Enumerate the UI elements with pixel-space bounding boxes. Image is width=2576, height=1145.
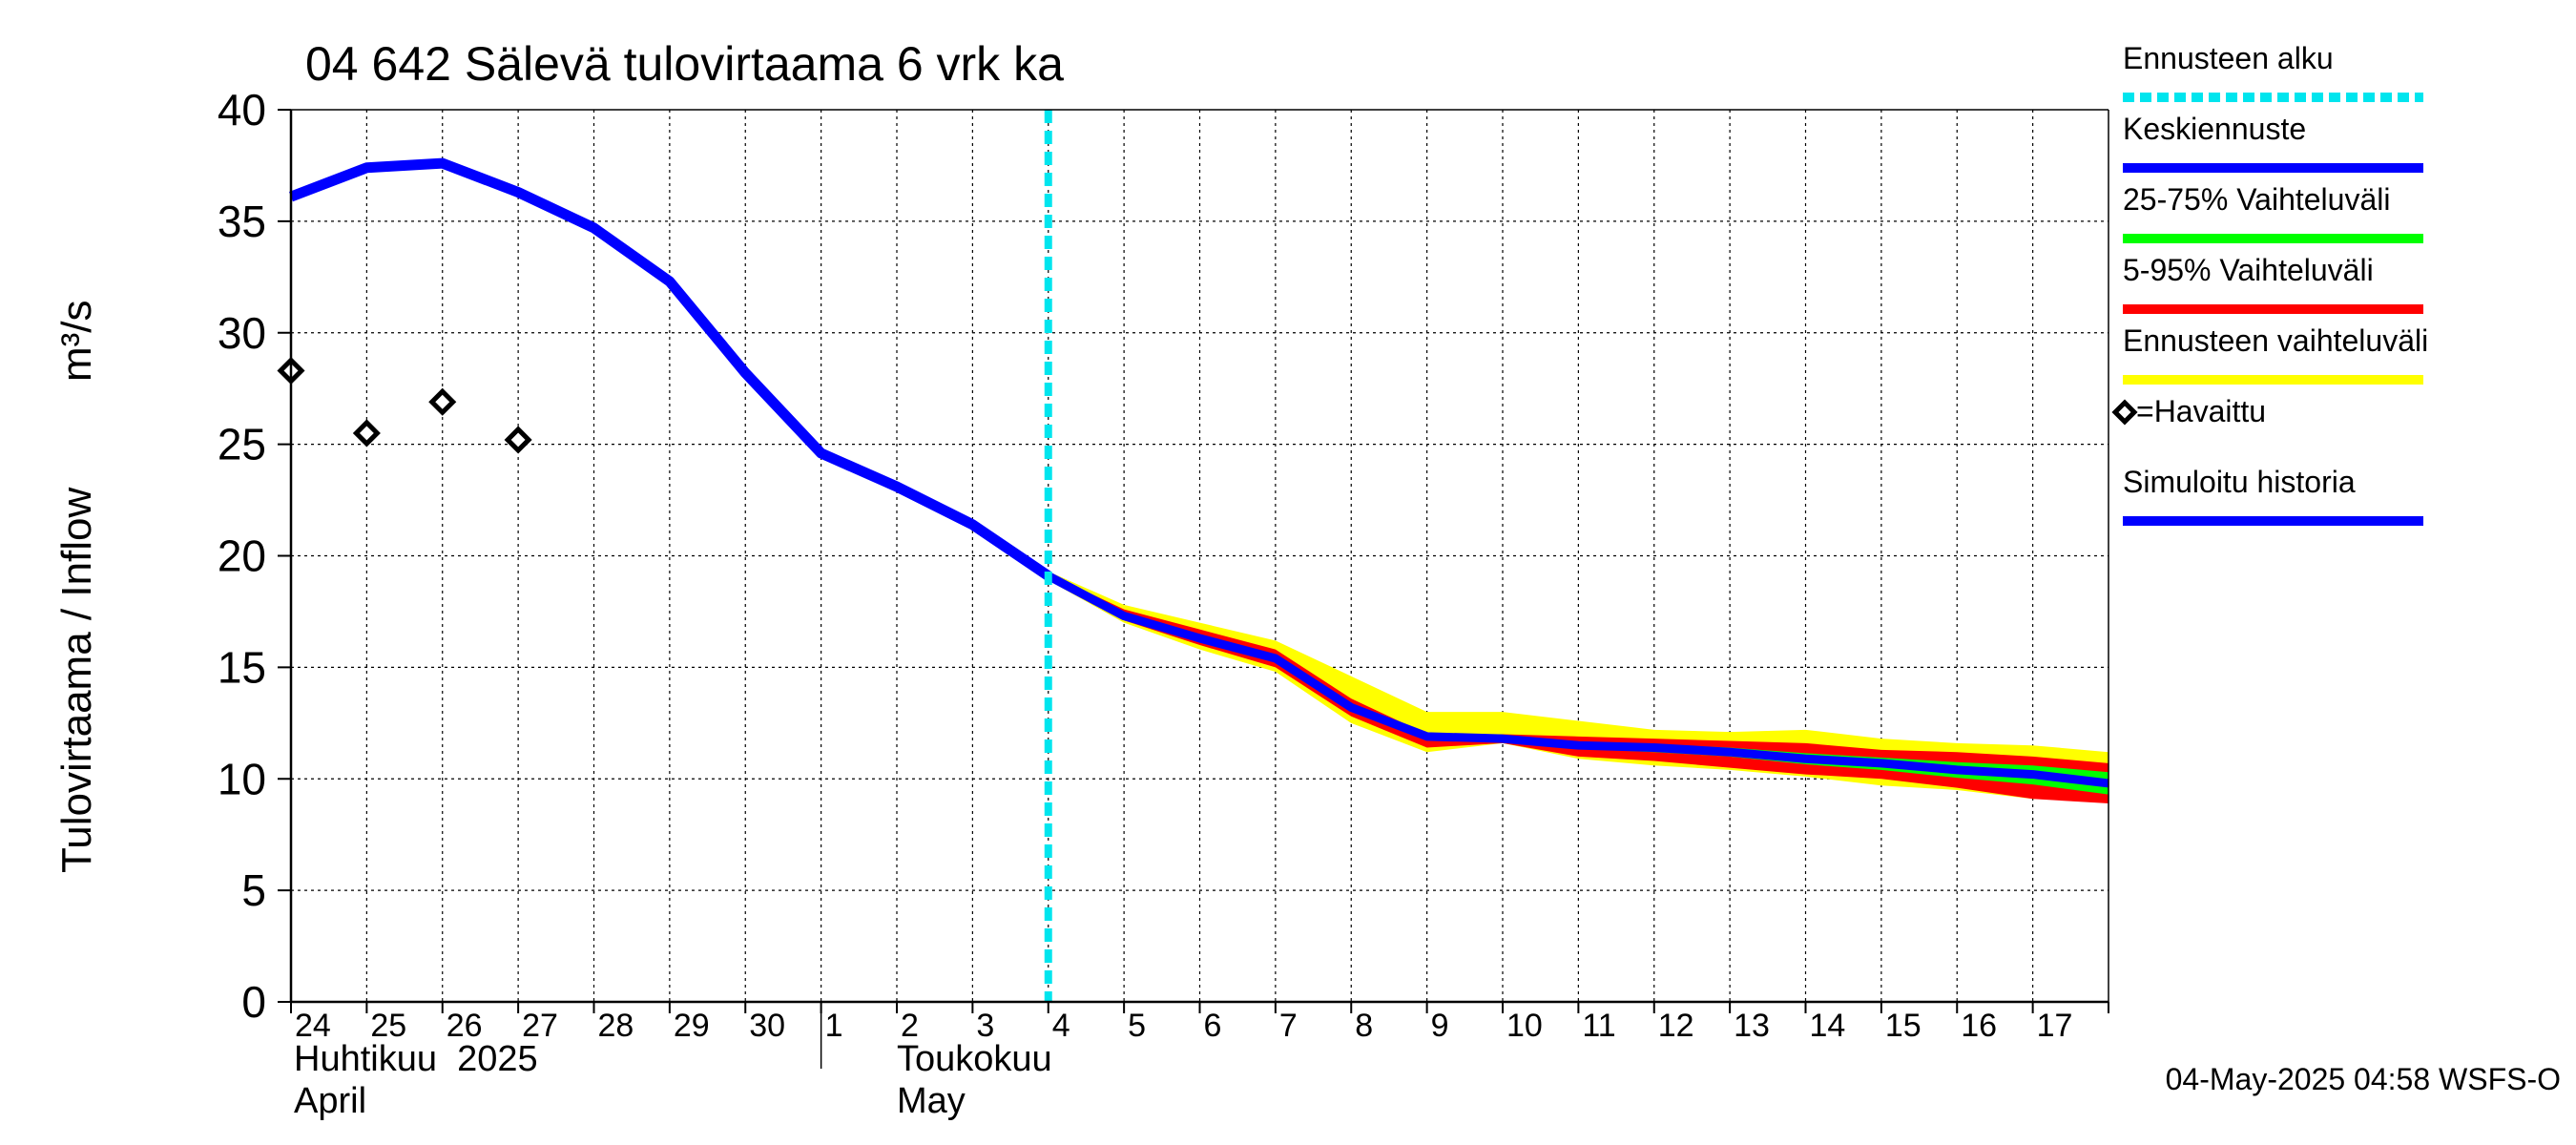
footer-timestamp: 04-May-2025 04:58 WSFS-O [2166, 1062, 2561, 1096]
x-tick-label: 16 [1961, 1008, 1997, 1044]
chart-title: 04 642 Sälevä tulovirtaama 6 vrk ka [305, 37, 1064, 91]
legend-label-5-95-vaihteluv-li: 5-95% Vaihteluväli [2123, 253, 2374, 287]
legend-label-ennusteen-vaihteluv-li: Ennusteen vaihteluväli [2123, 323, 2428, 358]
x-tick-label: 24 [295, 1008, 331, 1044]
x-tick-label: 29 [674, 1008, 710, 1044]
legend: Ennusteen alku Keskiennuste 25-75% Vaihtel… [2111, 41, 2428, 526]
x-tick-label: 8 [1355, 1008, 1373, 1044]
series-keskiennuste [1046, 572, 2109, 788]
legend-label-25-75-vaihteluv-li: 25-75% Vaihteluväli [2123, 182, 2390, 217]
x-tick-label: 2 [901, 1008, 919, 1044]
x-tick-label: 13 [1734, 1008, 1770, 1044]
x-tick-labels: 24 25 26 27 28 29 30 1 2 3 4 5 6 7 8 9 10 11 12 13 14 15 16 17 [295, 1008, 2072, 1044]
x-tick-label: 26 [447, 1008, 483, 1044]
axes [278, 109, 2109, 1069]
series-simuloitu-historia [289, 157, 1051, 581]
x-tick-label: 12 [1658, 1008, 1694, 1044]
month-label-may-fi: Toukokuu [897, 1039, 1052, 1079]
y-tick-labels: 0 5 10 15 20 25 30 35 40 [218, 85, 266, 1027]
month-label-april-fi: Huhtikuu 2025 [294, 1039, 538, 1079]
x-tick-label: 30 [749, 1008, 785, 1044]
x-tick-label: 1 [825, 1008, 843, 1044]
x-tick-label: 27 [522, 1008, 558, 1044]
y-axis-unit: m³/s [53, 300, 100, 382]
legend-label-keskiennuste: Keskiennuste [2123, 112, 2306, 146]
month-label-may-en: May [897, 1081, 966, 1121]
legend-label-ennusteen-alku: Ennusteen alku [2123, 41, 2334, 75]
x-tick-label: 15 [1885, 1008, 1922, 1044]
x-tick-label: 5 [1128, 1008, 1146, 1044]
x-tick-label: 7 [1279, 1008, 1298, 1044]
y-tick-label: 40 [218, 85, 266, 135]
observed-point [352, 419, 381, 448]
legend-label-simuloitu-historia: Simuloitu historia [2123, 465, 2356, 499]
observed-point [428, 387, 457, 416]
month-label-april-en: April [294, 1081, 366, 1121]
x-tick-label: 14 [1810, 1008, 1846, 1044]
y-tick-label: 0 [241, 977, 266, 1027]
y-tick-label: 35 [218, 197, 266, 246]
x-tick-label: 6 [1204, 1008, 1222, 1044]
x-tick-label: 4 [1052, 1008, 1070, 1044]
y-tick-label: 15 [218, 642, 266, 692]
x-tick-label: 10 [1506, 1008, 1543, 1044]
x-tick-label: 28 [598, 1008, 634, 1044]
y-tick-label: 5 [241, 865, 266, 915]
legend-swatch-havaittu [2111, 399, 2138, 426]
y-tick-label: 30 [218, 308, 266, 358]
x-tick-label: 9 [1431, 1008, 1449, 1044]
x-tick-label: 25 [370, 1008, 406, 1044]
y-axis-label: Tulovirtaama / Inflow [53, 487, 100, 873]
legend-label-havaittu: =Havaittu [2136, 394, 2266, 428]
y-tick-label: 25 [218, 420, 266, 469]
y-tick-label: 10 [218, 754, 266, 803]
band-ennusteen-vaihteluv-li [1048, 571, 2109, 802]
observed-point [504, 426, 532, 454]
x-tick-label: 11 [1582, 1008, 1615, 1044]
observed-markers [277, 356, 532, 454]
x-tick-label: 17 [2037, 1008, 2073, 1044]
series-lines [289, 110, 2109, 1002]
x-tick-label: 3 [976, 1008, 994, 1044]
y-tick-label: 20 [218, 531, 266, 581]
